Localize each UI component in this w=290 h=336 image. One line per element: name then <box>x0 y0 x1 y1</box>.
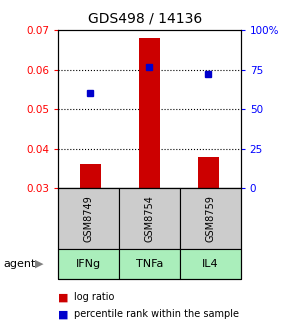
Bar <box>80 165 101 188</box>
Text: ▶: ▶ <box>35 259 44 269</box>
Text: percentile rank within the sample: percentile rank within the sample <box>74 309 239 319</box>
Text: TNFa: TNFa <box>136 259 163 269</box>
Text: ■: ■ <box>58 292 68 302</box>
Text: log ratio: log ratio <box>74 292 114 302</box>
Text: GSM8754: GSM8754 <box>144 195 154 242</box>
Text: IL4: IL4 <box>202 259 219 269</box>
Bar <box>139 38 160 188</box>
Text: GSM8749: GSM8749 <box>84 195 93 242</box>
Bar <box>198 157 219 188</box>
Text: agent: agent <box>3 259 35 269</box>
Text: GDS498 / 14136: GDS498 / 14136 <box>88 12 202 26</box>
Text: ■: ■ <box>58 309 68 319</box>
Text: GSM8759: GSM8759 <box>205 195 215 242</box>
Text: IFNg: IFNg <box>76 259 101 269</box>
